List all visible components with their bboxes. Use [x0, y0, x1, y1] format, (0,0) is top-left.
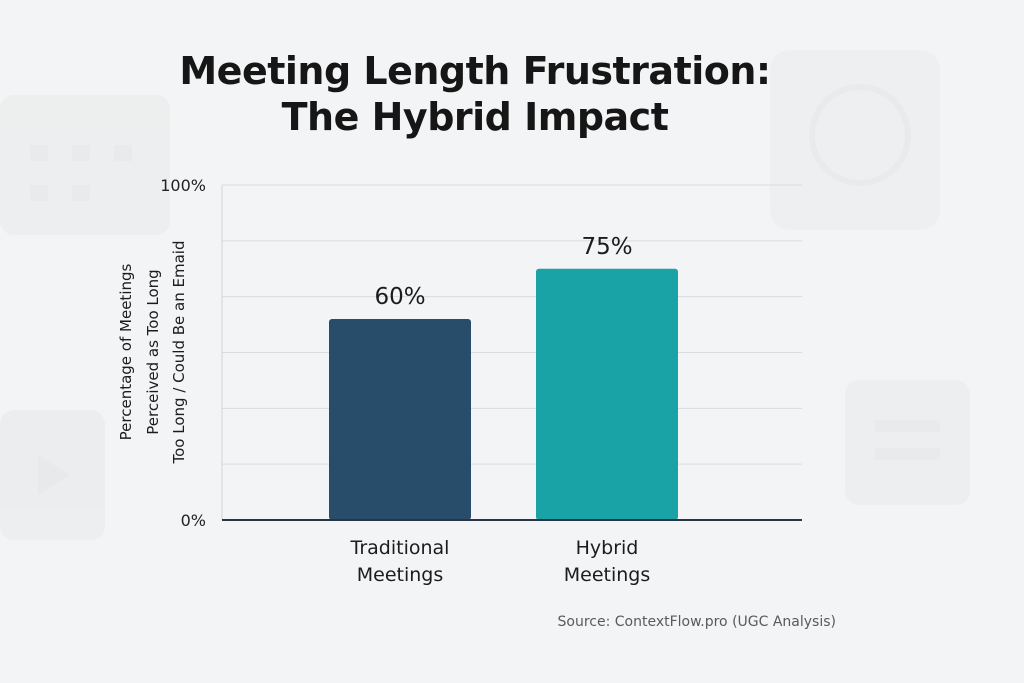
- y-tick-label: 0%: [181, 511, 206, 530]
- y-axis-label-line: Perceived as Too Long: [144, 269, 162, 434]
- y-axis-label-line: Percentage of Meetings: [117, 263, 135, 440]
- chart-title-line-2: The Hybrid Impact: [281, 95, 669, 139]
- data-label: 60%: [374, 284, 425, 310]
- bar: [329, 319, 471, 520]
- y-axis-label-line: Too Long / Could Be an Emaid: [170, 241, 188, 465]
- y-axis-label: Percentage of Meetings Perceived as Too L…: [117, 241, 188, 465]
- chart-title: Meeting Length Frustration: The Hybrid I…: [150, 48, 800, 140]
- x-tick-label: Meetings: [357, 564, 444, 586]
- data-label: 75%: [581, 234, 632, 260]
- x-tick-label: Meetings: [564, 564, 651, 586]
- calendar-icon: [0, 95, 170, 235]
- chart-title-line-1: Meeting Length Frustration:: [179, 49, 771, 93]
- y-tick-label: 100%: [160, 176, 206, 195]
- document-icon: [845, 380, 970, 505]
- clock-icon: [770, 50, 940, 230]
- x-tick-label: Traditional: [350, 537, 450, 559]
- x-tick-label: Hybrid: [576, 537, 639, 559]
- bar: [536, 268, 678, 520]
- source-note: Source: ContextFlow.pro (UGC Analysis): [557, 614, 837, 630]
- video-play-icon: [0, 410, 105, 540]
